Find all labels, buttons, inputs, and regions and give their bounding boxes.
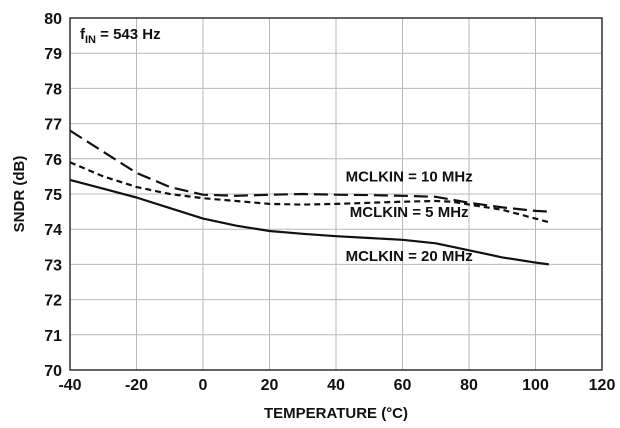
y-tick-label: 76 <box>44 152 62 169</box>
plot-frame <box>69 17 603 371</box>
x-tick-label: 120 <box>589 377 616 394</box>
x-tick-label: 20 <box>261 377 279 394</box>
y-tick-label: 75 <box>44 187 62 204</box>
series-lines <box>69 129 550 266</box>
series-labels: MCLKIN = 10 MHz MCLKIN = 5 MHz MCLKIN = 20… <box>346 169 473 265</box>
y-tick-label: 78 <box>44 81 62 98</box>
y-axis-ticks: 70 71 72 73 74 75 76 77 78 79 80 <box>44 11 62 380</box>
x-tick-label: 40 <box>327 377 345 394</box>
x-tick-label: -40 <box>58 377 81 394</box>
y-tick-label: 73 <box>44 257 62 274</box>
y-tick-label: 77 <box>44 117 62 134</box>
y-tick-label: 74 <box>44 222 62 239</box>
series-label: MCLKIN = 20 MHz <box>346 248 473 265</box>
y-tick-label: 80 <box>44 11 62 28</box>
input-frequency-annotation: fIN = 543 Hz <box>80 26 161 46</box>
y-tick-label: 70 <box>44 363 62 380</box>
y-tick-label: 72 <box>44 293 62 310</box>
annotation-value: = 543 Hz <box>96 26 161 43</box>
y-tick-label: 71 <box>44 328 62 345</box>
x-tick-label: 80 <box>460 377 478 394</box>
series-line-short-dash <box>69 161 550 224</box>
annotation-subscript: IN <box>85 34 96 46</box>
series-label: MCLKIN = 5 MHz <box>350 204 469 221</box>
x-axis-title: TEMPERATURE (°C) <box>264 405 408 422</box>
y-axis-title: SNDR (dB) <box>11 156 28 233</box>
annotation-f: f <box>80 26 86 43</box>
series-line-solid <box>69 178 549 266</box>
series-line-long-dash <box>69 129 549 213</box>
series-label: MCLKIN = 10 MHz <box>346 169 473 186</box>
x-axis-ticks: -40 -20 0 20 40 60 80 100 120 <box>58 377 615 394</box>
x-tick-label: -20 <box>125 377 148 394</box>
grid <box>69 17 603 371</box>
x-tick-label: 0 <box>199 377 208 394</box>
y-tick-label: 79 <box>44 46 62 63</box>
x-tick-label: 100 <box>522 377 549 394</box>
x-tick-label: 60 <box>394 377 412 394</box>
